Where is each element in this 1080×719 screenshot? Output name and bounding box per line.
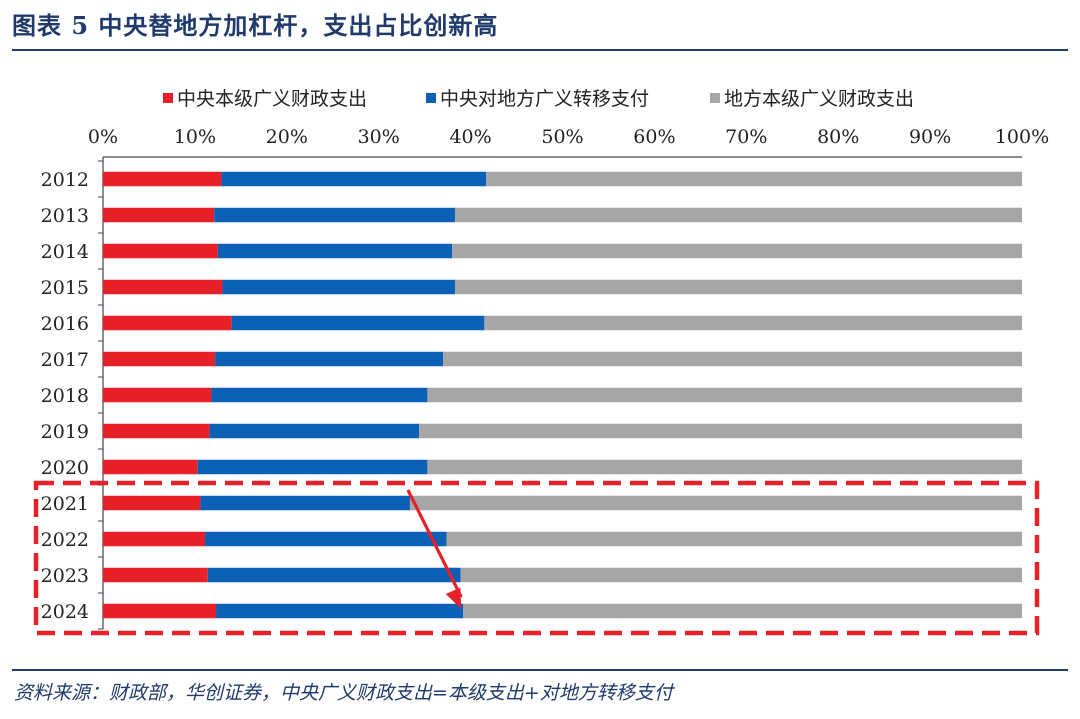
category-label: 2022: [41, 529, 89, 551]
legend-item-local-own: 地方本级广义财政支出: [710, 84, 914, 111]
x-tick-label: 20%: [266, 126, 308, 148]
category-label: 2012: [41, 169, 89, 191]
bar-segment: [409, 495, 1022, 511]
bar-segment: [200, 495, 410, 511]
bar-segment: [419, 423, 1022, 439]
trend-arrow-head: [445, 587, 462, 609]
bar-segment: [216, 603, 464, 619]
x-tick-label: 30%: [358, 126, 400, 148]
category-label: 2016: [41, 313, 89, 335]
source-note: 资料来源：财政部，华创证券，中央广义财政支出=本级支出+对地方转移支付: [14, 682, 673, 704]
bar-segment: [205, 531, 447, 547]
bar-segment: [463, 603, 1022, 619]
category-label: 2014: [41, 241, 89, 263]
bar-segment: [103, 279, 223, 295]
highlight-box: [33, 480, 1040, 636]
bar-segment: [427, 387, 1023, 403]
bar-segment: [103, 459, 198, 475]
bar-segment: [211, 387, 428, 403]
bar-segment: [103, 171, 222, 187]
bar-segment: [197, 459, 428, 475]
bar-segment: [103, 315, 232, 331]
bar-segment: [427, 459, 1023, 475]
bar-segment: [103, 495, 201, 511]
bar-segment: [484, 315, 1022, 331]
category-label: 2017: [41, 349, 89, 371]
bar-segment: [217, 243, 453, 259]
x-tick-label: 40%: [449, 126, 491, 148]
title-bar: 图表 5 中央替地方加杠杆，支出占比创新高: [0, 0, 1080, 52]
bar-segment: [103, 603, 217, 619]
bar-segment: [103, 351, 216, 367]
legend-swatch-local-own: [710, 92, 720, 103]
x-tick-label: 80%: [817, 126, 859, 148]
category-label: 2024: [41, 601, 89, 623]
chart-legend: 中央本级广义财政支出 中央对地方广义转移支付 地方本级广义财政支出: [0, 84, 1080, 110]
bar-segment: [214, 207, 455, 223]
bar-segment: [103, 387, 212, 403]
bar-segment: [454, 207, 1022, 223]
top-rule: [12, 49, 1068, 51]
x-tick-label: 90%: [909, 126, 951, 148]
category-label: 2020: [41, 457, 89, 479]
x-tick-label: 10%: [174, 126, 216, 148]
figure-title: 图表 5 中央替地方加杠杆，支出占比创新高: [12, 11, 499, 40]
legend-item-central-own: 中央本级广义财政支出: [163, 84, 367, 111]
x-tick-label: 60%: [633, 126, 675, 148]
legend-label-local-own: 地方本级广义财政支出: [724, 88, 915, 110]
bar-segment: [209, 423, 420, 439]
bar-segment: [215, 351, 444, 367]
bar-segment: [231, 315, 485, 331]
x-tick-label: 0%: [88, 126, 118, 148]
x-tick-label: 50%: [541, 126, 583, 148]
bar-segment: [460, 567, 1023, 583]
bar-segment: [207, 567, 461, 583]
x-tick-label: 100%: [995, 126, 1049, 148]
bar-segment: [486, 171, 1022, 187]
bar-segment: [103, 567, 208, 583]
legend-label-central-own: 中央本级广义财政支出: [177, 88, 368, 110]
bar-segment: [452, 243, 1023, 259]
category-label: 2015: [41, 277, 89, 299]
category-label: 2021: [41, 493, 89, 515]
bar-segment: [103, 423, 210, 439]
bottom-rule: [12, 669, 1068, 671]
category-label: 2019: [41, 421, 89, 443]
bar-segment: [454, 279, 1022, 295]
category-label: 2023: [41, 565, 89, 587]
legend-label-transfer: 中央对地方广义转移支付: [440, 88, 650, 110]
bar-segment: [446, 531, 1022, 547]
legend-swatch-central-own: [163, 92, 173, 103]
trend-arrow-line: [406, 489, 463, 598]
x-tick-label: 70%: [725, 126, 767, 148]
bar-segment: [103, 243, 218, 259]
bar-segment: [103, 207, 215, 223]
bar-segment: [103, 531, 206, 547]
category-label: 2018: [41, 385, 89, 407]
legend-item-transfer: 中央对地方广义转移支付: [426, 84, 649, 111]
bar-segment: [222, 279, 455, 295]
legend-swatch-transfer: [426, 92, 436, 103]
category-label: 2013: [41, 205, 89, 227]
bar-segment: [221, 171, 487, 187]
stacked-bar-chart: 0% 10% 20% 30% 40% 50% 60% 70% 80% 90% 100% 2012 201…: [33, 126, 1049, 636]
bar-segment: [443, 351, 1022, 367]
